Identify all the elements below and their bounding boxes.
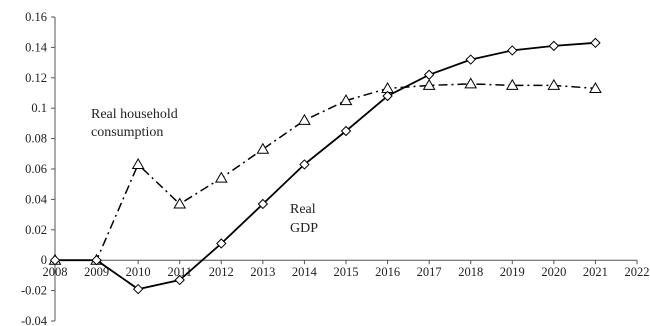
y-tick-label: -0.04 [21,314,48,326]
gdp-label-line1: Real [290,202,316,217]
y-tick-label: 0.02 [25,223,47,237]
household-consumption-point [547,78,561,90]
real-gdp-point [257,198,269,210]
y-tick-label: 0.1 [31,101,47,115]
x-tick-label: 2021 [583,265,608,279]
x-axis: 2008 2009 2010 2011 2012 2013 2014 2015 2016 2017… [43,259,650,279]
real-gdp-point [507,45,518,56]
x-tick-label: 2008 [43,265,68,279]
y-tick-label: 0.12 [25,71,47,85]
y-axis: -0.04 -0.02 0 0.02 0.04 0.06 0.08 0.1 0.12 0.14 0.… [21,10,56,326]
real-gdp-point [340,125,352,137]
x-tick-label: 2010 [126,265,151,279]
real-gdp-point [465,54,476,65]
household-consumption-point [589,81,602,93]
real-gdp-point [132,283,144,295]
household-consumption-point [298,113,311,125]
real-gdp-point [548,40,560,52]
real-gdp-point [216,238,227,249]
x-tick-label: 2015 [334,265,359,279]
gdp-label-line2: GDP [290,221,318,236]
x-tick-label: 2017 [417,265,442,279]
real-gdp-point [299,159,310,170]
household-consumption-point [173,197,187,209]
y-tick-label: 0.06 [25,162,47,176]
household-consumption-point [505,78,519,90]
household-consumption-point [256,142,270,154]
y-tick-label: 0.16 [25,10,47,24]
y-tick-label: 0.04 [25,192,48,206]
household-consumption-point [131,157,145,169]
real-gdp-point [590,37,601,49]
real-gdp-point [423,69,435,80]
x-tick-label: 2018 [458,265,483,279]
real-gdp-line [55,41,596,291]
y-tick-label: 0.08 [25,132,47,146]
real-gdp-point [382,90,393,102]
x-tick-label: 2013 [250,265,275,279]
y-tick-label: -0.02 [21,284,47,298]
x-tick-label: 2019 [500,265,525,279]
real-gdp-point [91,254,102,266]
x-ticks: 2008 2009 2010 2011 2012 2013 2014 2015 2016 2017… [43,260,650,279]
y-tick-label: 0 [41,253,47,267]
annotations: Real household consumption Real GDP [91,107,318,236]
x-tick-label: 2016 [375,265,400,279]
y-tick-label: 0.14 [25,40,48,54]
real-gdp-point [49,254,61,266]
x-tick-label: 2009 [84,265,109,279]
household-consumption-point [422,78,436,90]
y-ticks: -0.04 -0.02 0 0.02 0.04 0.06 0.08 0.1 0.12 0.14 0.… [21,10,55,326]
x-tick-label: 2020 [541,265,566,279]
household-consumption-point [214,171,228,183]
x-tick-label: 2012 [209,265,234,279]
real-gdp-point [174,274,185,286]
x-tick-label: 2014 [292,265,318,279]
household-label-line2: consumption [91,125,163,140]
series-layer [48,37,602,295]
household-consumption-line [55,83,596,261]
household-label-line1: Real household [91,107,178,122]
x-tick-label: 2022 [625,265,650,279]
household-consumption-point [339,94,353,106]
household-consumption-point [464,77,478,89]
